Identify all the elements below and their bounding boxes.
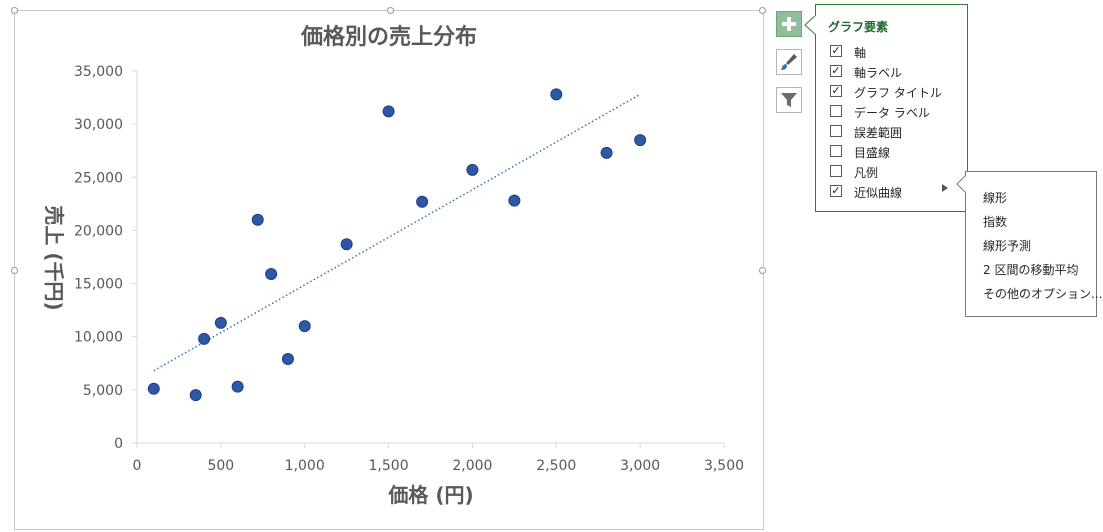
x-tick-label: 2,000: [452, 458, 492, 474]
trendline-group: [153, 93, 641, 372]
x-tick-labels: 0 500 1,000 1,500 2,000 2,500 3,000 3,500: [133, 443, 744, 474]
trendline-submenu: 線形指数線形予測 2 区間の移動平均その他のオプション...: [956, 171, 1102, 317]
scatter-chart[interactable]: 価格別の売上分布 売上 (千円) 価格 (円) 0 5,000 10,000 15,0…: [0, 0, 770, 532]
trendline-menu-item[interactable]: その他のオプション...: [983, 287, 1103, 301]
data-point: [251, 213, 264, 226]
data-point: [189, 389, 202, 402]
paintbrush-icon: [781, 54, 797, 70]
chart-element-option[interactable]: ✓ 軸: [830, 43, 960, 61]
resize-handle-right[interactable]: [759, 267, 766, 274]
data-point: [298, 320, 311, 333]
data-point: [147, 382, 160, 395]
trendline-menu-item[interactable]: 指数: [983, 215, 1008, 229]
data-point: [416, 195, 429, 208]
checkbox[interactable]: ✓: [830, 44, 842, 57]
chart-area[interactable]: [11, 7, 766, 530]
data-points: [147, 88, 647, 402]
checkbox[interactable]: ✓: [830, 84, 842, 97]
data-point: [382, 105, 395, 118]
chart-elements-button[interactable]: [776, 11, 802, 37]
x-tick-label: 3,500: [704, 458, 744, 474]
checkbox[interactable]: ✓: [830, 184, 842, 197]
data-point: [466, 163, 479, 176]
submenu-pointer: [956, 175, 966, 193]
chart-element-option[interactable]: ✓ 近似曲線: [830, 183, 960, 201]
trendline-menu-item[interactable]: 線形: [983, 191, 1008, 205]
checkbox[interactable]: [830, 165, 842, 177]
x-tick-label: 0: [133, 458, 142, 474]
funnel-icon: [781, 93, 797, 107]
trendline-menu-item[interactable]: 線形予測: [983, 239, 1032, 253]
chart-element-option[interactable]: データ ラベル: [830, 103, 960, 121]
y-axis-title[interactable]: 売上 (千円): [42, 205, 66, 310]
chart-element-option[interactable]: ✓ 軸ラベル: [830, 63, 960, 81]
panel-pointer: [804, 15, 816, 35]
data-point: [198, 332, 211, 345]
resize-handle-top-right[interactable]: [759, 7, 766, 14]
y-tick-label: 30,000: [74, 117, 123, 133]
linear-trendline: [153, 93, 641, 372]
chart-element-option[interactable]: ✓ グラフ タイトル: [830, 83, 960, 101]
y-tick-label: 15,000: [74, 277, 123, 293]
x-tick-label: 1,000: [285, 458, 325, 474]
chart-element-option-label: 誤差範囲: [854, 126, 903, 140]
chart-title[interactable]: 価格別の売上分布: [300, 24, 477, 50]
chart-element-option-label: 軸ラベル: [854, 66, 903, 80]
x-tick-label: 500: [207, 458, 234, 474]
chart-filters-button[interactable]: [776, 87, 802, 113]
y-tick-labels: 0 5,000 10,000 15,000 20,000 25,000 30,000 35,0…: [74, 64, 137, 452]
resize-handle-top[interactable]: [387, 7, 394, 14]
data-point: [508, 194, 521, 207]
chart-element-option-label: 軸: [854, 46, 867, 60]
trendline-menu-item[interactable]: 2 区間の移動平均: [983, 263, 1079, 277]
trendline-submenu-arrow-icon[interactable]: [942, 184, 948, 192]
chart-element-option-label: グラフ タイトル: [854, 86, 942, 100]
y-tick-label: 20,000: [74, 223, 123, 239]
y-tick-label: 5,000: [83, 383, 123, 399]
data-point: [265, 268, 278, 281]
resize-handle-top-left[interactable]: [11, 7, 18, 14]
panel-title: グラフ要素: [828, 20, 889, 34]
chart-element-option[interactable]: 目盛線: [830, 143, 960, 161]
chart-element-option-label: 凡例: [854, 166, 879, 180]
checkbox[interactable]: [830, 105, 842, 117]
chart-element-option[interactable]: 凡例: [830, 163, 960, 181]
data-point: [600, 146, 613, 159]
chart-styles-button[interactable]: [776, 49, 802, 75]
y-tick-label: 25,000: [74, 170, 123, 186]
y-tick-label: 35,000: [74, 64, 123, 80]
x-axis-title[interactable]: 価格 (円): [387, 483, 473, 507]
checkbox[interactable]: [830, 125, 842, 137]
data-point: [214, 316, 227, 329]
plus-icon: [782, 17, 796, 31]
data-point: [281, 353, 294, 366]
data-point: [340, 238, 353, 251]
chart-element-option-label: 目盛線: [854, 146, 891, 160]
y-tick-label: 10,000: [74, 330, 123, 346]
checkbox[interactable]: [830, 145, 842, 157]
data-point: [231, 380, 244, 393]
chart-element-option-label: 近似曲線: [854, 186, 903, 200]
chart-elements-panel: グラフ要素 ✓ 軸 ✓ 軸ラベル ✓ グラフ タイトル データ ラベル 誤差範囲 目盛線 凡例 ✓ 近…: [804, 4, 968, 212]
chart-element-option[interactable]: 誤差範囲: [830, 123, 960, 141]
x-tick-label: 2,500: [536, 458, 576, 474]
checkbox[interactable]: ✓: [830, 64, 842, 77]
data-point: [550, 88, 563, 101]
resize-handle-left[interactable]: [11, 267, 18, 274]
axes: [136, 71, 724, 444]
data-point: [634, 134, 647, 147]
chart-element-option-label: データ ラベル: [854, 106, 930, 120]
x-tick-label: 3,000: [620, 458, 660, 474]
y-axis-title-group: 売上 (千円): [42, 205, 66, 310]
y-tick-label: 0: [114, 436, 123, 452]
x-tick-label: 1,500: [369, 458, 409, 474]
